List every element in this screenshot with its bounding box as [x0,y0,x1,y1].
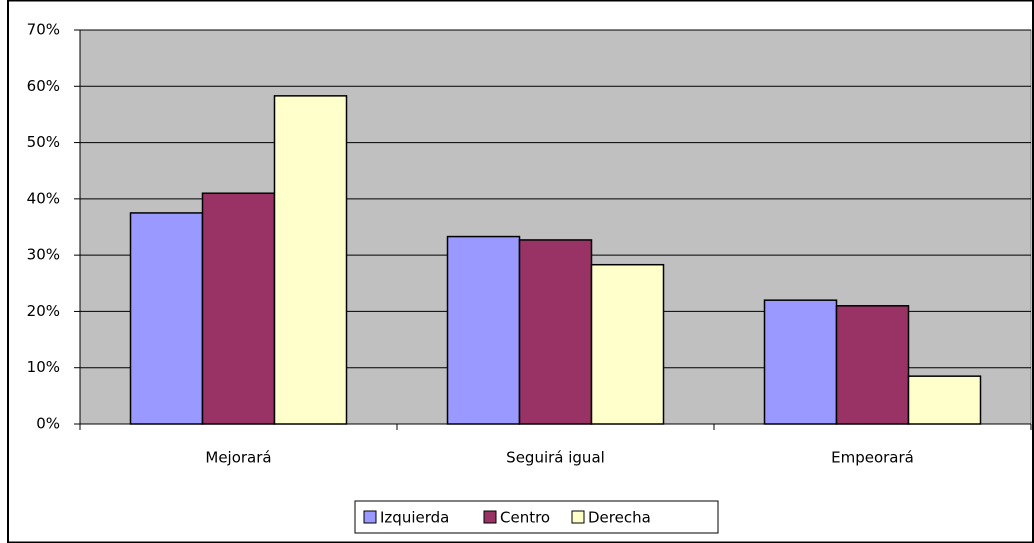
bar [590,263,665,425]
y-tick-label: 20% [27,302,60,320]
bar [518,239,593,425]
legend-label: Centro [500,509,550,527]
legend [354,500,719,534]
y-tick-label: 70% [27,21,60,39]
bar [129,212,204,425]
x-tick-label: Empeorará [831,449,914,467]
legend-label: Derecha [588,509,651,527]
y-tick-label: 10% [27,358,60,376]
x-tick-label: Mejorará [205,449,271,467]
bar [907,375,982,425]
bar [201,192,276,425]
bar [273,95,348,425]
y-tick-label: 30% [27,246,60,264]
legend-swatch [571,510,585,524]
legend-swatch [483,510,497,524]
y-tick-label: 0% [36,415,60,433]
x-tick-label: Seguirá igual [506,449,605,467]
legend-label: Izquierda [380,509,449,527]
y-tick-label: 50% [27,133,60,151]
y-tick-label: 60% [27,77,60,95]
bar [763,299,838,425]
bar [835,305,910,425]
bar [446,235,521,425]
legend-swatch [363,510,377,524]
y-tick-label: 40% [27,189,60,207]
